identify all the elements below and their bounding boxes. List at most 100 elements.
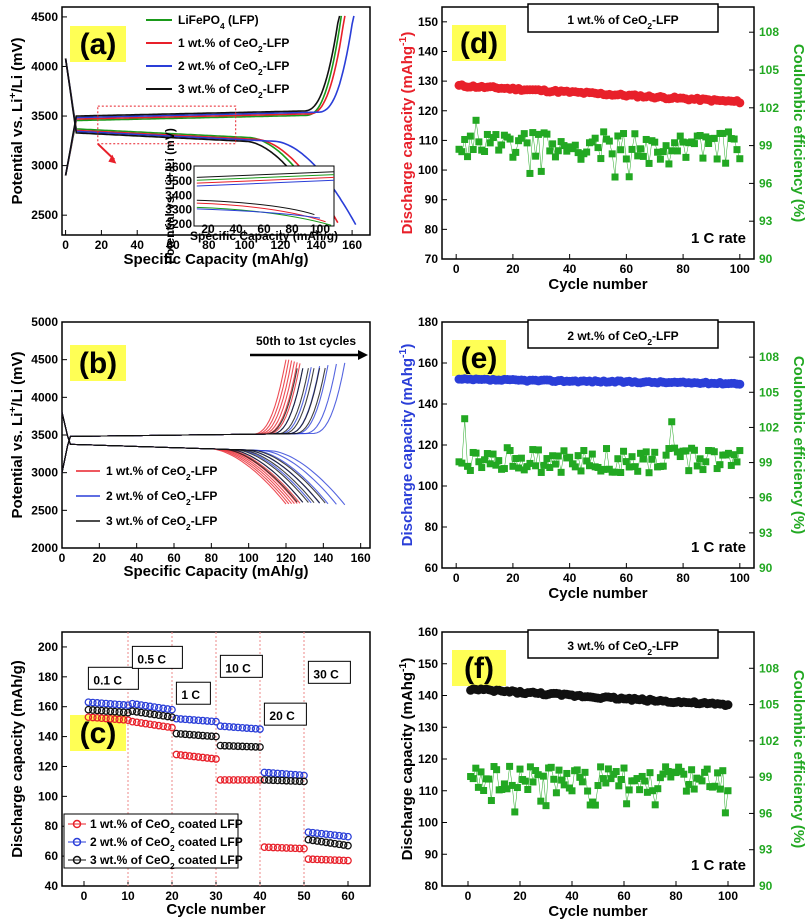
data-point	[141, 709, 150, 718]
efficiency-point	[659, 462, 667, 470]
efficiency-point	[512, 148, 520, 156]
discharge-curve	[61, 412, 326, 504]
panel-b: 0 20 40 60 80 100 120 140 160 2000 2500 3000 3500 400…	[7, 315, 371, 580]
y-tick-label: 140	[418, 397, 438, 411]
x-tick-label: 100	[718, 889, 738, 903]
y-tick-label: 100	[38, 789, 58, 803]
efficiency-point	[461, 415, 469, 423]
data-point	[264, 843, 273, 852]
title-box	[527, 3, 719, 33]
data-point	[168, 705, 176, 714]
rate-label: 20 C	[269, 709, 295, 723]
y2-tick-label: 90	[759, 252, 773, 266]
inset-x-tick: 40	[229, 222, 243, 236]
efficiency-point	[495, 146, 503, 154]
data-point	[269, 776, 278, 785]
efficiency-point	[730, 135, 738, 143]
efficiency-point	[690, 785, 698, 793]
data-point	[335, 856, 344, 865]
inset-y-tick: 3200	[165, 217, 192, 231]
efficiency-point	[690, 140, 698, 148]
x-tick-label: 60	[166, 238, 180, 252]
x-tick-label: 60	[620, 571, 634, 585]
efficiency-point	[611, 173, 619, 181]
efficiency-point	[466, 132, 474, 140]
efficiency-point	[498, 141, 506, 149]
y-tick-label: 4000	[31, 390, 58, 404]
efficiency-point	[727, 461, 735, 469]
panel-label-bg	[452, 340, 506, 376]
data-point	[203, 717, 212, 725]
panel-title: 1 wt.% of CeO2-LFP	[567, 13, 678, 31]
data-point	[242, 776, 251, 784]
efficiency-point	[702, 458, 710, 466]
efficiency-point	[668, 147, 676, 155]
efficiency-point	[509, 462, 517, 470]
y2-tick-label: 105	[759, 63, 779, 77]
efficiency-point	[537, 167, 545, 175]
x-tick-label: 100	[730, 571, 750, 585]
efficiency-point	[577, 467, 585, 475]
data-point	[106, 700, 115, 708]
y2-tick-label: 93	[759, 526, 773, 540]
efficiency-point	[485, 775, 493, 783]
efficiency-point	[472, 116, 480, 124]
efficiency-point	[665, 445, 673, 453]
efficiency-point	[537, 797, 545, 805]
efficiency-point	[659, 770, 667, 778]
rate-label: 30 C	[313, 667, 339, 681]
efficiency-point	[636, 786, 644, 794]
data-point	[88, 698, 97, 707]
efficiency-point	[622, 155, 630, 163]
data-point	[291, 844, 300, 853]
efficiency-point	[563, 147, 571, 155]
efficiency-point	[659, 148, 667, 156]
data-point	[220, 722, 229, 731]
data-point	[216, 776, 225, 784]
x-tick-label: 60	[167, 551, 181, 565]
data-point	[300, 777, 308, 786]
y2-tick-label: 108	[759, 25, 779, 39]
data-point	[150, 710, 159, 719]
efficiency-point	[543, 130, 551, 138]
x-axis-label: Cycle number	[548, 903, 647, 920]
inset-x-tick: 60	[257, 222, 271, 236]
y-tick-label: 120	[418, 104, 438, 118]
data-point	[339, 856, 348, 865]
y-tick-label: 5000	[31, 315, 58, 329]
efficiency-point	[588, 450, 596, 458]
efficiency-point	[671, 444, 679, 452]
x-tick-label: 40	[565, 889, 579, 903]
title-box	[527, 629, 719, 659]
data-point	[207, 717, 216, 726]
y-tick-label: 180	[38, 670, 58, 684]
y2-tick-label: 102	[759, 101, 779, 115]
data-point	[137, 719, 146, 727]
y-tick-label: 80	[45, 819, 59, 833]
efficiency-point	[537, 468, 545, 476]
y-tick-label: 180	[418, 315, 438, 329]
data-point	[88, 706, 97, 714]
y2-tick-label: 105	[759, 698, 779, 712]
efficiency-point	[699, 466, 707, 474]
data-point	[198, 753, 207, 762]
y-tick-label: 70	[425, 252, 439, 266]
data-point	[194, 716, 203, 725]
x-tick-label: 30	[209, 889, 223, 903]
data-point	[93, 706, 102, 715]
data-point	[181, 751, 190, 760]
y-tick-label: 120	[418, 438, 438, 452]
efficiency-point	[620, 764, 628, 772]
capacity-point	[735, 379, 745, 389]
data-point	[102, 699, 110, 708]
x-tick-label: 100	[730, 262, 750, 276]
data-point	[330, 839, 339, 848]
rate-box	[219, 654, 263, 678]
charge-curve	[61, 368, 304, 473]
efficiency-point	[546, 147, 554, 155]
data-point	[317, 855, 326, 864]
efficiency-point	[651, 138, 659, 146]
efficiency-point	[557, 468, 565, 476]
y-axis-label-right: Coulombic efficiency (%)	[790, 44, 807, 222]
